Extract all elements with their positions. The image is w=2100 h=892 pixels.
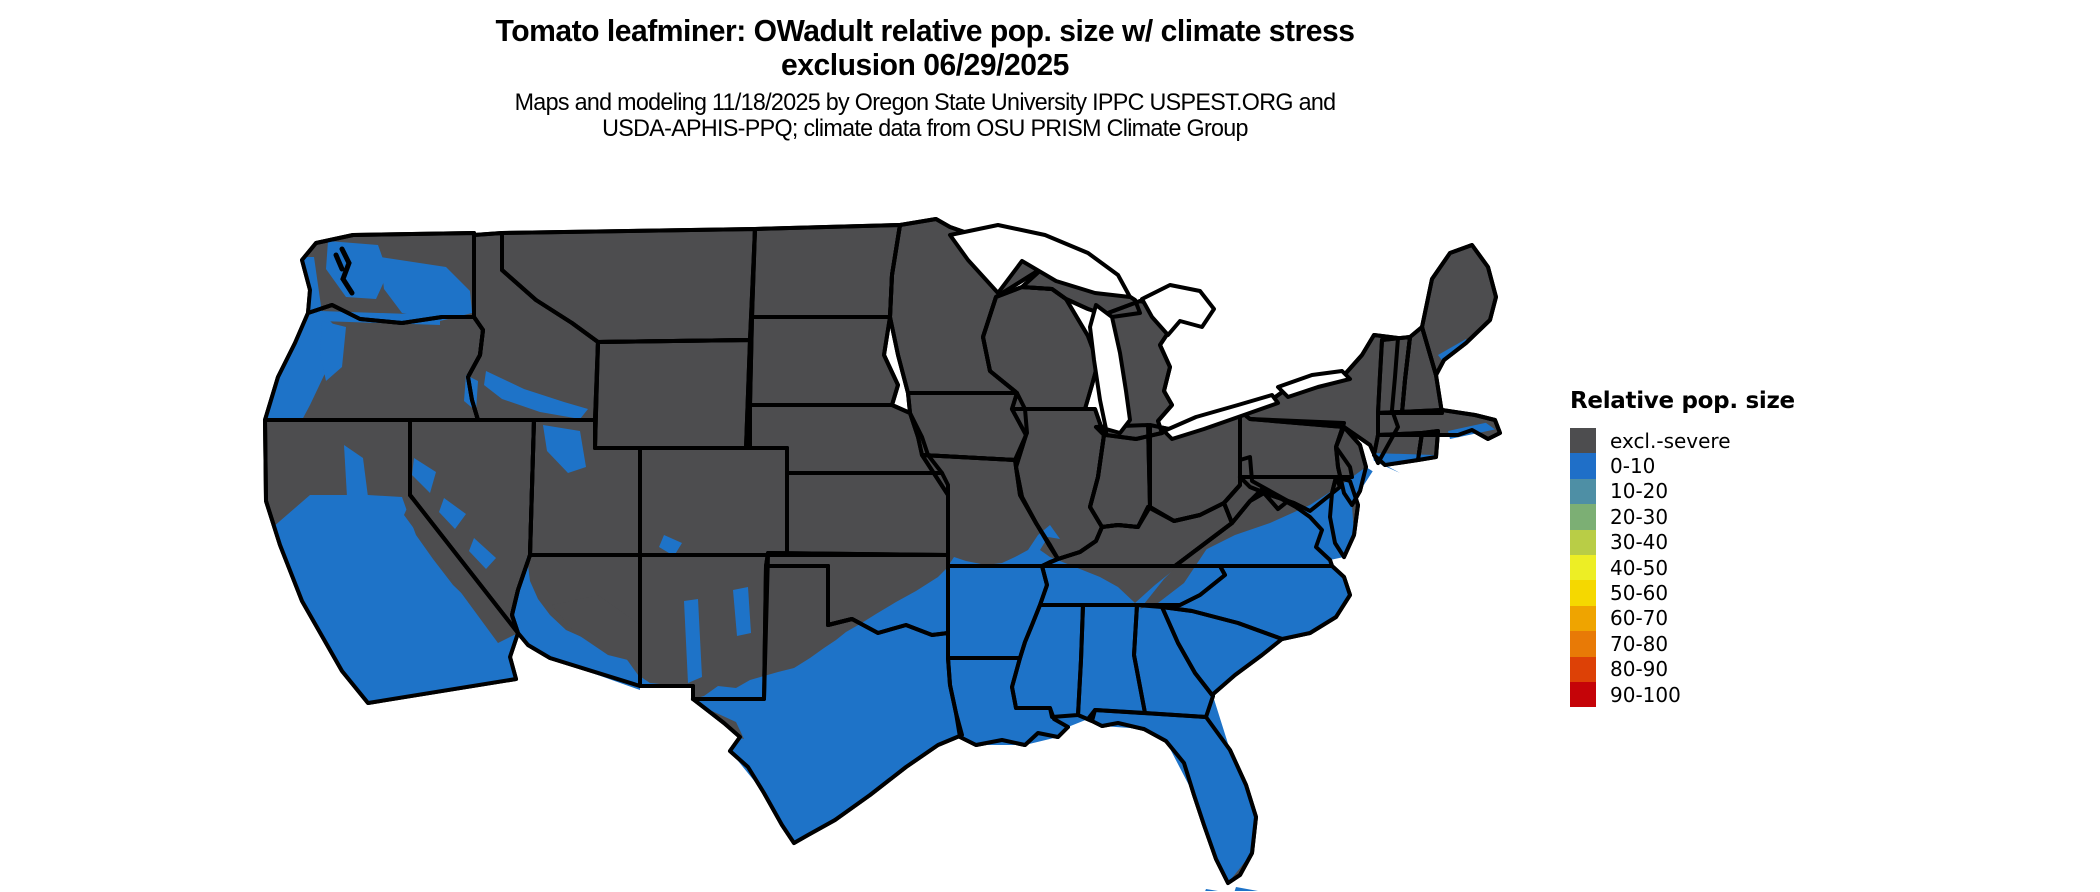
legend-item-70-80: 70-80 — [1570, 631, 1870, 657]
legend-item-40-50: 40-50 — [1570, 554, 1870, 581]
legend-label-80-90: 80-90 — [1610, 657, 1669, 682]
lake-superior — [948, 223, 1132, 299]
legend-item-60-70: 60-70 — [1570, 605, 1870, 632]
legend-label-70-80: 70-80 — [1610, 631, 1669, 656]
us-map-svg — [263, 217, 1502, 891]
legend-item-30-40: 30-40 — [1570, 529, 1870, 555]
legend-label-50-60: 50-60 — [1610, 581, 1669, 606]
legend-label-20-30: 20-30 — [1610, 504, 1669, 529]
figure-subtitle: Maps and modeling 11/18/2025 by Oregon S… — [150, 90, 1700, 142]
legend-swatch-90-100 — [1570, 681, 1596, 708]
legend-label-60-70: 60-70 — [1610, 606, 1669, 631]
legend-swatch-60-70 — [1570, 605, 1596, 632]
legend-label-40-50: 40-50 — [1610, 555, 1669, 580]
legend-label-excl.-severe: excl.-severe — [1610, 428, 1731, 453]
legend-label-90-100: 90-100 — [1610, 682, 1681, 707]
legend-item-excl.-severe: excl.-severe — [1570, 428, 1870, 454]
legend-item-50-60: 50-60 — [1570, 580, 1870, 606]
legend-swatch-10-20 — [1570, 478, 1596, 505]
puget-sound-inlet-2 — [333, 252, 345, 272]
figure-subtitle-line1: Maps and modeling 11/18/2025 by Oregon S… — [514, 89, 1336, 116]
legend-swatch-30-40 — [1570, 529, 1596, 555]
lake-michigan — [1088, 303, 1132, 435]
legend-item-80-90: 80-90 — [1570, 656, 1870, 682]
legend-rows: excl.-severe 0-10 10-20 20-30 30-40 40-50 50-6… — [1570, 428, 1870, 708]
map-legend: Relative pop. size excl.-severe 0-10 10-20… — [1570, 388, 1870, 708]
figure-title-line2: exclusion 06/29/2025 — [781, 47, 1069, 82]
figure-title-line1: Tomato leafminer: OWadult relative pop. … — [495, 13, 1355, 48]
legend-swatch-excl.-severe — [1570, 428, 1596, 454]
florida-keys-west — [1205, 889, 1218, 891]
lake-erie — [1162, 393, 1280, 441]
figure-subtitle-line2: USDA-APHIS-PPQ; climate data from OSU PR… — [602, 115, 1248, 142]
legend-title: Relative pop. size — [1570, 388, 1795, 414]
legend-swatch-70-80 — [1570, 631, 1596, 657]
legend-label-30-40: 30-40 — [1610, 530, 1669, 555]
legend-swatch-40-50 — [1570, 554, 1596, 581]
legend-swatch-0-10 — [1570, 453, 1596, 479]
legend-swatch-80-90 — [1570, 656, 1596, 682]
lake-huron — [1140, 283, 1216, 337]
legend-item-20-30: 20-30 — [1570, 504, 1870, 530]
lake-ontario — [1276, 369, 1352, 399]
puget-sound-inlet — [339, 246, 355, 296]
legend-label-10-20: 10-20 — [1610, 479, 1669, 504]
legend-swatch-50-60 — [1570, 580, 1596, 606]
florida-keys — [1234, 887, 1258, 891]
us-map — [250, 205, 1530, 891]
legend-item-90-100: 90-100 — [1570, 681, 1870, 708]
legend-label-0-10: 0-10 — [1610, 454, 1656, 479]
legend-swatch-20-30 — [1570, 504, 1596, 530]
legend-item-0-10: 0-10 — [1570, 453, 1870, 479]
legend-item-10-20: 10-20 — [1570, 478, 1870, 505]
great-lakes — [948, 223, 1352, 441]
figure-title: Tomato leafminer: OWadult relative pop. … — [150, 14, 1700, 82]
